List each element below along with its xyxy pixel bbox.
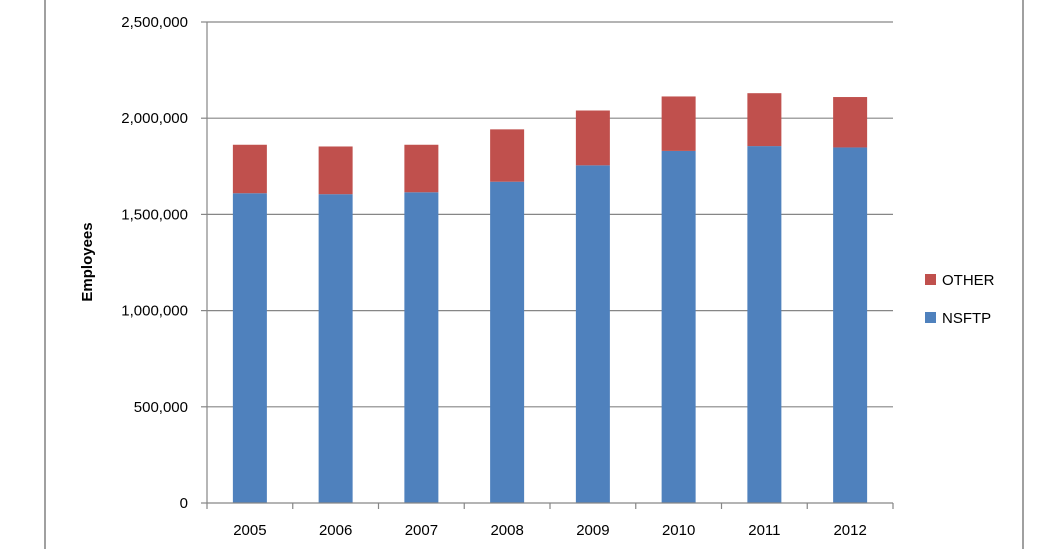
- legend-swatch-other: [925, 274, 936, 285]
- legend-label-other: OTHER: [942, 272, 995, 289]
- y-tick-label: 2,500,000: [121, 14, 188, 31]
- bar-other-2008: [490, 129, 525, 182]
- x-tick-label: 2011: [748, 522, 780, 539]
- axes: [206, 22, 894, 509]
- bar-nsftp-2006: [318, 194, 353, 503]
- y-tick-label: 2,000,000: [121, 110, 188, 127]
- bar-other-2006: [318, 146, 353, 195]
- bar-other-2010: [661, 96, 696, 151]
- bars: [232, 93, 868, 504]
- x-tick-label: 2012: [833, 522, 866, 539]
- bar-nsftp-2007: [404, 192, 439, 504]
- x-tick-label: 2006: [319, 522, 352, 539]
- x-tick-label: 2009: [576, 522, 609, 539]
- y-tick-label: 500,000: [134, 399, 188, 416]
- bar-other-2005: [232, 144, 267, 194]
- bar-nsftp-2009: [575, 165, 610, 503]
- x-tick-label: 2008: [490, 522, 523, 539]
- gridlines: [207, 21, 893, 408]
- legend: OTHER NSFTP: [925, 272, 995, 327]
- bar-other-2012: [833, 97, 868, 148]
- x-tick-label: 2007: [405, 522, 438, 539]
- y-tick-label: 1,500,000: [121, 206, 188, 223]
- bar-nsftp-2005: [232, 193, 267, 503]
- bar-other-2009: [575, 110, 610, 166]
- bar-nsftp-2012: [833, 147, 868, 503]
- legend-label-nsftp: NSFTP: [942, 310, 991, 327]
- x-tick-label: 2010: [662, 522, 695, 539]
- bar-other-2011: [747, 93, 782, 147]
- legend-swatch-nsftp: [925, 312, 936, 323]
- y-tick-label: 1,000,000: [121, 303, 188, 320]
- x-tick-label: 2005: [233, 522, 266, 539]
- y-tick-label: 0: [180, 495, 188, 512]
- y-tick-labels: 0 500,000 1,000,000 1,500,000 2,000,000 2,500…: [121, 14, 207, 512]
- x-tick-labels: 2005 2006 2007 2008 2009 2010 2011 2012: [233, 522, 867, 539]
- bar-nsftp-2011: [747, 146, 782, 503]
- y-axis-title: Employees: [79, 222, 96, 301]
- bar-nsftp-2008: [490, 181, 525, 503]
- bar-nsftp-2010: [661, 150, 696, 503]
- bar-other-2007: [404, 144, 439, 193]
